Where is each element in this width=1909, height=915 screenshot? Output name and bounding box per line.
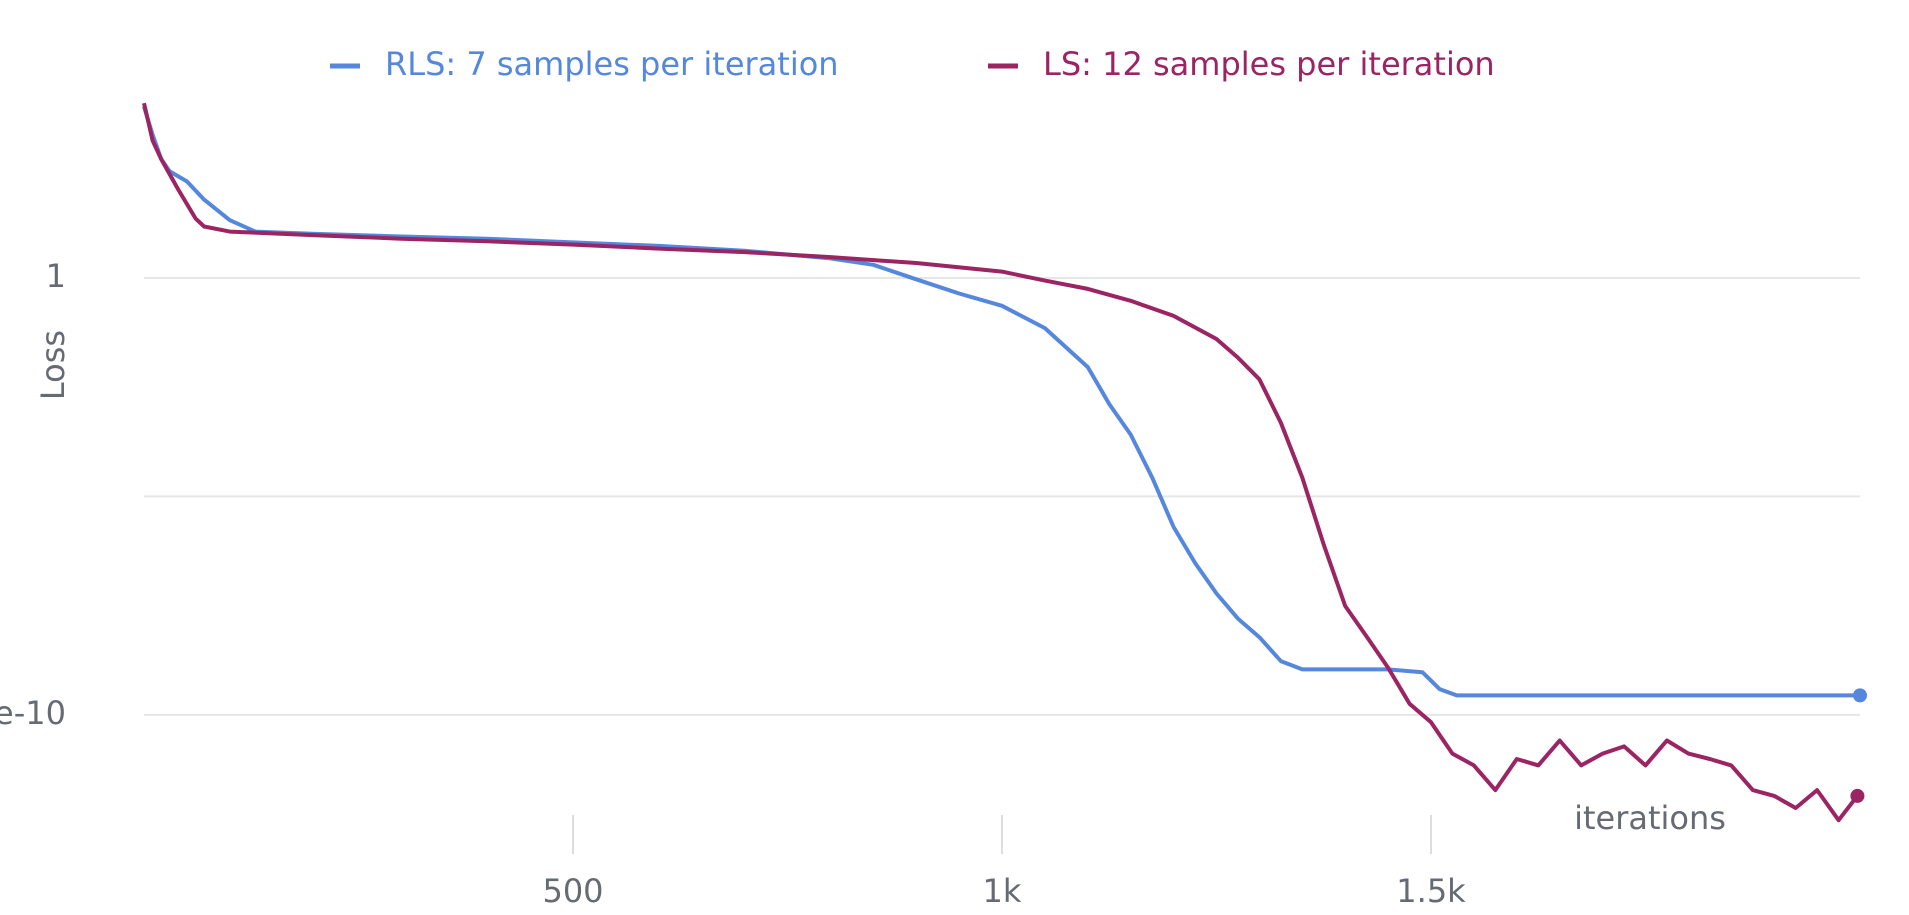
y-tick-label: 1e-10 [0, 694, 66, 732]
y-axis-label: Loss [34, 330, 72, 400]
end-marker [1850, 788, 1865, 803]
end-marker [1853, 688, 1867, 703]
legend-label: LS: 12 samples per iteration [1043, 45, 1495, 83]
x-tick-label: 500 [542, 872, 603, 910]
x-axis-label: iterations [1574, 799, 1726, 837]
series-line [142, 102, 1859, 823]
x-tick-label: 1.5k [1396, 872, 1466, 910]
legend-label: RLS: 7 samples per iteration [385, 45, 839, 83]
y-tick-label: 1 [46, 257, 66, 295]
series-line [142, 106, 1860, 698]
x-tick-label: 1k [983, 872, 1022, 910]
